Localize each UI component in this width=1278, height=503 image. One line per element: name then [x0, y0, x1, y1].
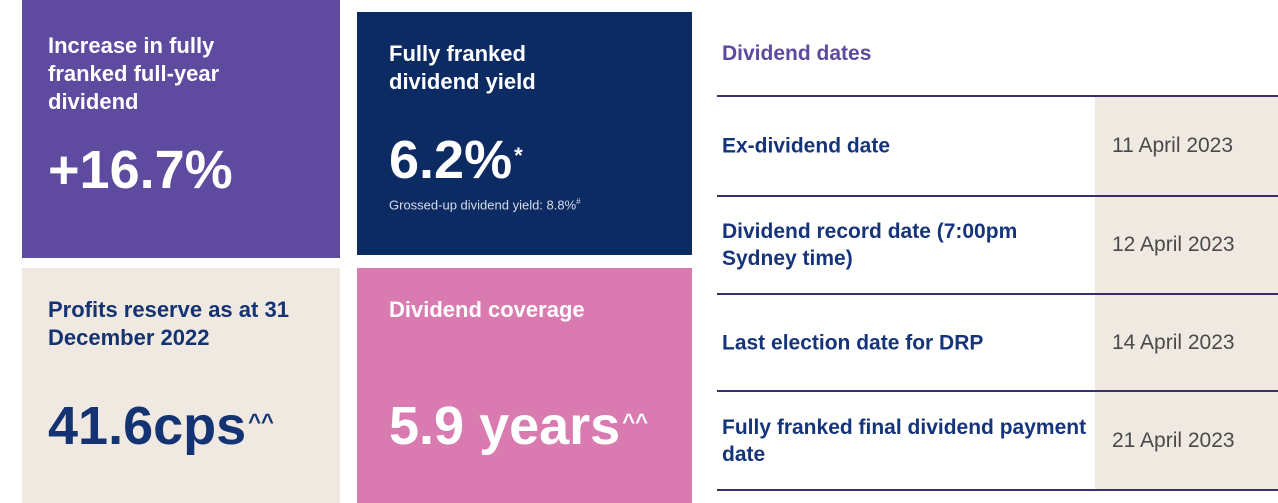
- tile-value: +16.7%: [48, 140, 233, 200]
- section-title: Dividend dates: [722, 42, 872, 65]
- row-date: 21 April 2023: [1112, 428, 1235, 452]
- tile-value: 5.9 years^^: [389, 396, 648, 456]
- tile-title: Profits reserve as at 31 December 2022: [48, 297, 289, 350]
- value: 6.2%: [389, 130, 513, 190]
- value: 5.9 years: [389, 396, 621, 456]
- table-row: Last election date for DRP 14 April 2023: [717, 293, 1278, 390]
- tile-title: Increase in fully franked full-year divi…: [48, 33, 220, 114]
- value: +16.7%: [48, 140, 233, 200]
- tile: Increase in fully franked full-year divi…: [22, 0, 340, 258]
- row-label: Dividend record date (7:00pm Sydney time…: [722, 220, 1018, 270]
- superscript: *: [514, 143, 523, 168]
- note: Grossed-up dividend yield: 8.8%: [389, 197, 577, 213]
- superscript: ^^: [248, 409, 274, 434]
- value: 41.6cps: [48, 396, 247, 456]
- superscript: ^^: [622, 409, 648, 434]
- row-label: Ex-dividend date: [722, 134, 891, 158]
- tile: Dividend coverage 5.9 years^^: [357, 268, 692, 503]
- tile-value: 41.6cps^^: [48, 396, 274, 456]
- row-date: 12 April 2023: [1112, 233, 1235, 256]
- tile-title: Fully franked dividend yield: [389, 41, 536, 94]
- table-row: Fully franked final dividend payment dat…: [717, 390, 1278, 489]
- tile: Fully franked dividend yield 6.2%* Gross…: [357, 12, 692, 255]
- table-rule: [717, 489, 1278, 491]
- note-superscript: #: [576, 197, 581, 206]
- table-row: Dividend record date (7:00pm Sydney time…: [717, 195, 1278, 293]
- row-date: 14 April 2023: [1112, 330, 1235, 354]
- table-row: Ex-dividend date 11 April 2023: [717, 95, 1278, 195]
- tile: Profits reserve as at 31 December 2022 4…: [22, 268, 340, 503]
- row-label: Last election date for DRP: [722, 331, 984, 354]
- tile-note: Grossed-up dividend yield: 8.8%#: [389, 197, 581, 212]
- row-date: 11 April 2023: [1112, 134, 1234, 157]
- row-label: Fully franked final dividend payment dat…: [722, 415, 1087, 466]
- tile-value: 6.2%*: [389, 130, 523, 190]
- tile-title: Dividend coverage: [389, 297, 585, 322]
